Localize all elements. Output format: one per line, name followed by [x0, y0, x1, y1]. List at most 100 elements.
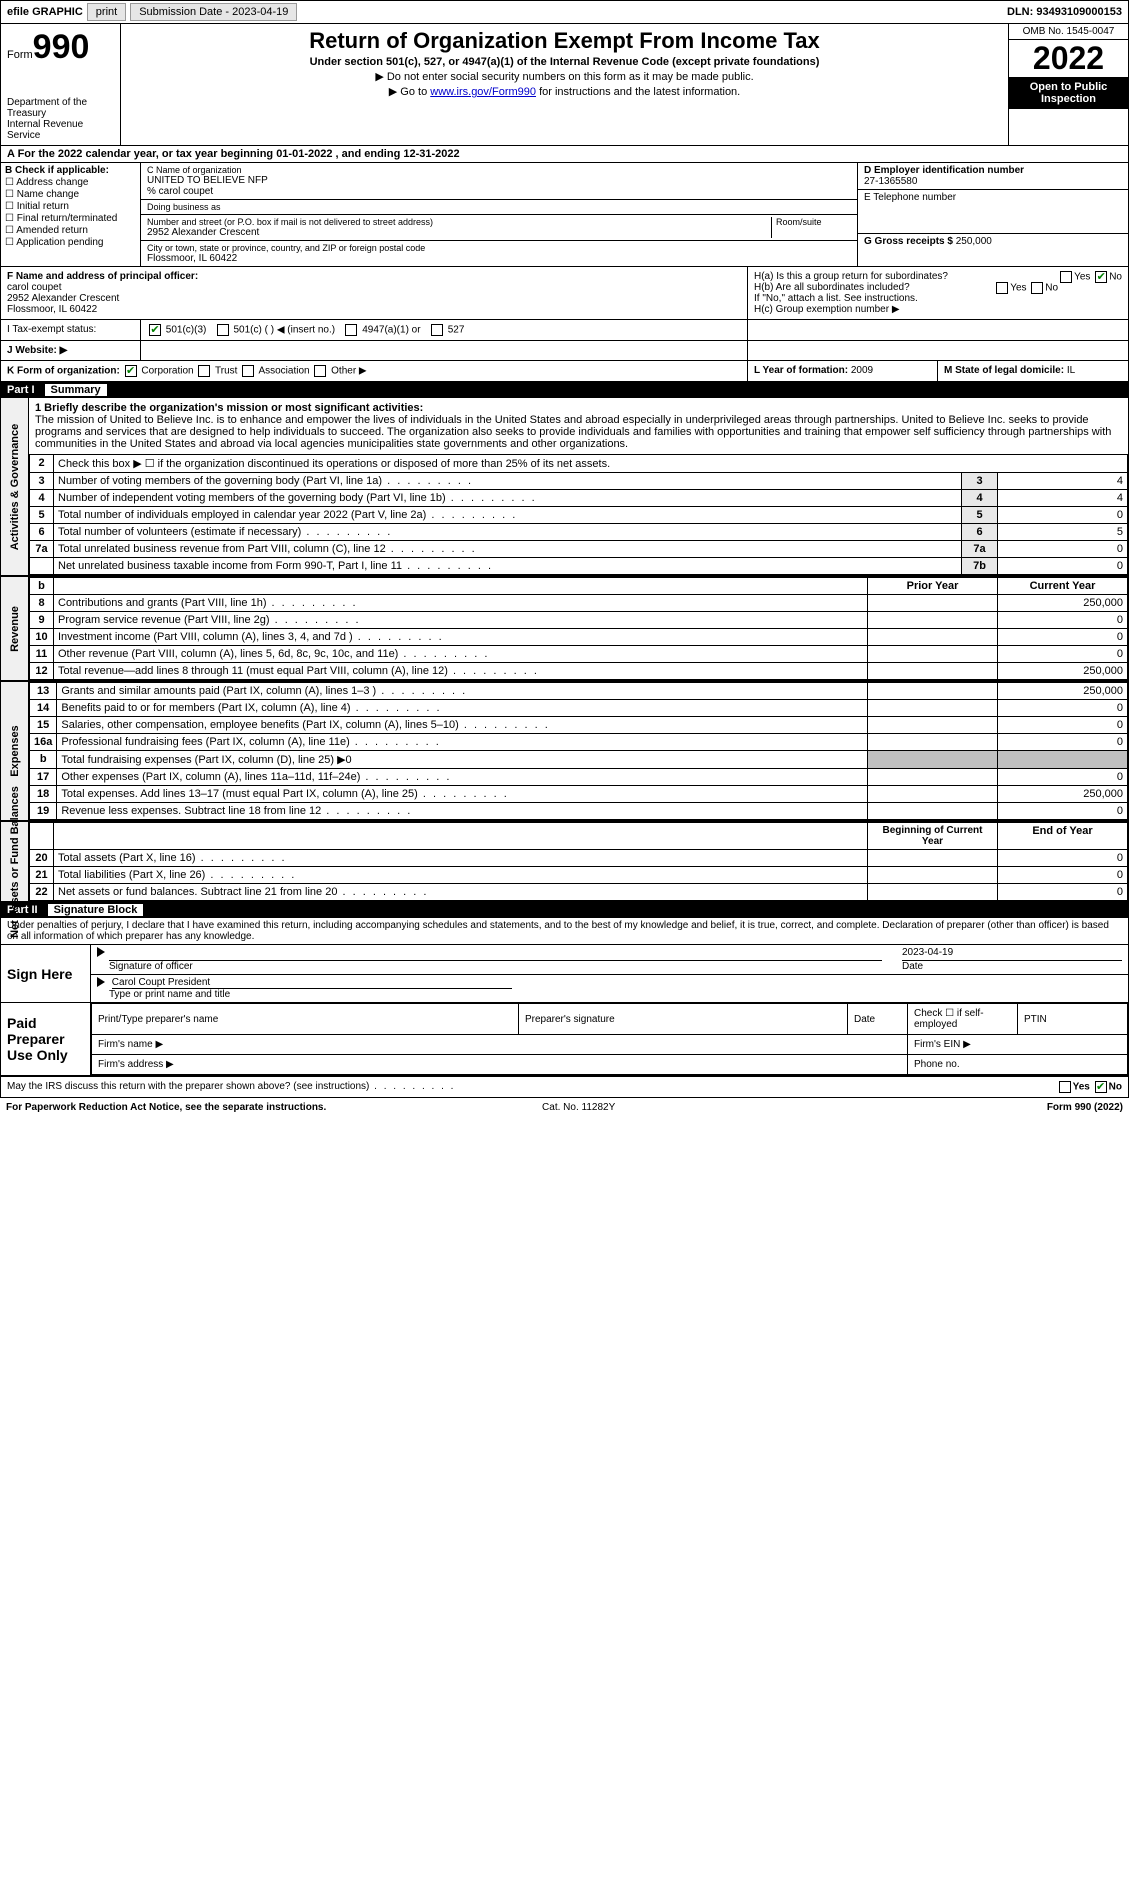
box-f: F Name and address of principal officer:… [1, 267, 748, 319]
street-address: 2952 Alexander Crescent [147, 227, 771, 238]
part1-title: Summary [45, 384, 107, 396]
phone-cell: E Telephone number [858, 190, 1128, 234]
firm-name: Firm's name ▶ [92, 1035, 908, 1055]
paid-preparer-table: Print/Type preparer's name Preparer's si… [91, 1003, 1128, 1075]
note-link: ▶ Go to www.irs.gov/Form990 for instruct… [127, 85, 1002, 98]
h-b: H(b) Are all subordinates included? Yes … [754, 282, 1122, 293]
table-row: 15Salaries, other compensation, employee… [30, 717, 1128, 734]
ha-no[interactable] [1095, 271, 1107, 283]
section-revenue: Revenue b Prior Year Current Year 8Contr… [1, 577, 1128, 682]
table-row: 17Other expenses (Part IX, column (A), l… [30, 769, 1128, 786]
ein-cell: D Employer identification number 27-1365… [858, 163, 1128, 190]
cb-application-pending[interactable]: ☐ Application pending [5, 237, 136, 248]
net-header-row: Beginning of Current Year End of Year [30, 823, 1128, 850]
end-year-hdr: End of Year [998, 823, 1128, 850]
note2-post: for instructions and the latest informat… [536, 86, 740, 98]
ck-assoc[interactable] [242, 365, 254, 377]
dept-treasury: Department of the Treasury [7, 97, 114, 119]
sidebar-net-assets: Net Assets or Fund Balances [1, 822, 29, 901]
begin-year-hdr: Beginning of Current Year [868, 823, 998, 850]
table-row: 4Number of independent voting members of… [30, 490, 1128, 507]
mission-label: 1 Briefly describe the organization's mi… [35, 402, 423, 414]
cb-address-change[interactable]: ☐ Address change [5, 177, 136, 188]
tax-year: 2022 [1009, 40, 1128, 77]
note-ssn: ▶ Do not enter social security numbers o… [127, 70, 1002, 83]
hb-yes[interactable] [996, 282, 1008, 294]
gross-value: 250,000 [956, 236, 992, 247]
box-h: H(a) Is this a group return for subordin… [748, 267, 1128, 319]
ha-yes[interactable] [1060, 271, 1072, 283]
ck-527[interactable] [431, 324, 443, 336]
row-j: J Website: ▶ [1, 341, 1128, 361]
gross-label: G Gross receipts $ [864, 236, 953, 247]
paid-preparer-fields: Print/Type preparer's name Preparer's si… [91, 1003, 1128, 1075]
print-button[interactable]: print [87, 3, 126, 21]
box-m: M State of legal domicile: IL [938, 361, 1128, 381]
table-row: 6Total number of volunteers (estimate if… [30, 524, 1128, 541]
table-row: 14Benefits paid to or for members (Part … [30, 700, 1128, 717]
box-l: L Year of formation: 2009 [748, 361, 938, 381]
room-label: Room/suite [776, 217, 851, 227]
table-row: 5Total number of individuals employed in… [30, 507, 1128, 524]
sig-officer-row: Signature of officer 2023-04-19 Date [91, 945, 1128, 975]
form990-link[interactable]: www.irs.gov/Form990 [430, 86, 536, 98]
ck-other[interactable] [314, 365, 326, 377]
org-name-cell: C Name of organization UNITED TO BELIEVE… [141, 163, 857, 200]
table-row: 10Investment income (Part VIII, column (… [30, 629, 1128, 646]
firm-phone: Phone no. [908, 1055, 1128, 1075]
cb-initial-return[interactable]: ☐ Initial return [5, 201, 136, 212]
firm-address: Firm's address ▶ [92, 1055, 908, 1075]
sig-date-label: Date [902, 961, 1122, 972]
website-label: J Website: ▶ [1, 341, 141, 360]
dba-cell: Doing business as [141, 200, 857, 215]
officer-label: F Name and address of principal officer: [7, 271, 741, 282]
sign-here-label: Sign Here [1, 945, 91, 1002]
box-k: K Form of organization: Corporation Trus… [1, 361, 748, 381]
cb-amended[interactable]: ☐ Amended return [5, 225, 136, 236]
table-row: 16aProfessional fundraising fees (Part I… [30, 734, 1128, 751]
officer-typed-name: Carol Coupt President [112, 977, 512, 989]
form-word: Form [7, 49, 33, 61]
open-inspection: Open to Public Inspection [1009, 77, 1128, 109]
irs-discuss-question: May the IRS discuss this return with the… [7, 1081, 455, 1093]
ck-trust[interactable] [198, 365, 210, 377]
org-name-label: C Name of organization [147, 165, 851, 175]
dln-label: DLN: 93493109000153 [1007, 6, 1122, 18]
sign-here-fields: Signature of officer 2023-04-19 Date Car… [91, 945, 1128, 1002]
ptin-hdr: PTIN [1018, 1004, 1128, 1035]
irs-label: Internal Revenue Service [7, 119, 114, 141]
row-j-right [748, 341, 1128, 360]
table-expenses: 13Grants and similar amounts paid (Part … [29, 682, 1128, 820]
tax-exempt-options: 501(c)(3) 501(c) ( ) ◀ (insert no.) 4947… [141, 320, 748, 340]
ck-corp[interactable] [125, 365, 137, 377]
row-i: I Tax-exempt status: 501(c)(3) 501(c) ( … [1, 320, 1128, 341]
self-employed-hdr: Check ☐ if self-employed [908, 1004, 1018, 1035]
phone-label: E Telephone number [864, 192, 1122, 203]
cb-final-return[interactable]: ☐ Final return/terminated [5, 213, 136, 224]
table-row: 2Check this box ▶ ☐ if the organization … [30, 455, 1128, 473]
ck-501c3[interactable] [149, 324, 161, 336]
hb-no[interactable] [1031, 282, 1043, 294]
page-footer: For Paperwork Reduction Act Notice, see … [0, 1098, 1129, 1117]
discuss-no[interactable] [1095, 1081, 1107, 1093]
city-state-zip: Flossmoor, IL 60422 [147, 253, 851, 264]
box-deg: D Employer identification number 27-1365… [858, 163, 1128, 266]
paid-preparer-row: Paid Preparer Use Only Print/Type prepar… [1, 1003, 1128, 1076]
table-row: 18Total expenses. Add lines 13–17 (must … [30, 786, 1128, 803]
section-expenses: Expenses 13Grants and similar amounts pa… [1, 682, 1128, 822]
irs-discuss-row: May the IRS discuss this return with the… [1, 1076, 1128, 1097]
discuss-yes[interactable] [1059, 1081, 1071, 1093]
cb-name-change[interactable]: ☐ Name change [5, 189, 136, 200]
submission-date-button[interactable]: Submission Date - 2023-04-19 [130, 3, 297, 21]
table-row: 3Number of voting members of the governi… [30, 473, 1128, 490]
section-fh: F Name and address of principal officer:… [1, 267, 1128, 320]
sidebar-activities: Activities & Governance [1, 398, 29, 575]
ck-4947[interactable] [345, 324, 357, 336]
ck-501c[interactable] [217, 324, 229, 336]
rev-header-row: b Prior Year Current Year [30, 578, 1128, 595]
form-number: Form990 [7, 28, 114, 67]
penalty-statement: Under penalties of perjury, I declare th… [1, 918, 1128, 945]
part1-label: Part I [7, 384, 41, 396]
ein-value: 27-1365580 [864, 176, 1122, 187]
preparer-date-hdr: Date [848, 1004, 908, 1035]
